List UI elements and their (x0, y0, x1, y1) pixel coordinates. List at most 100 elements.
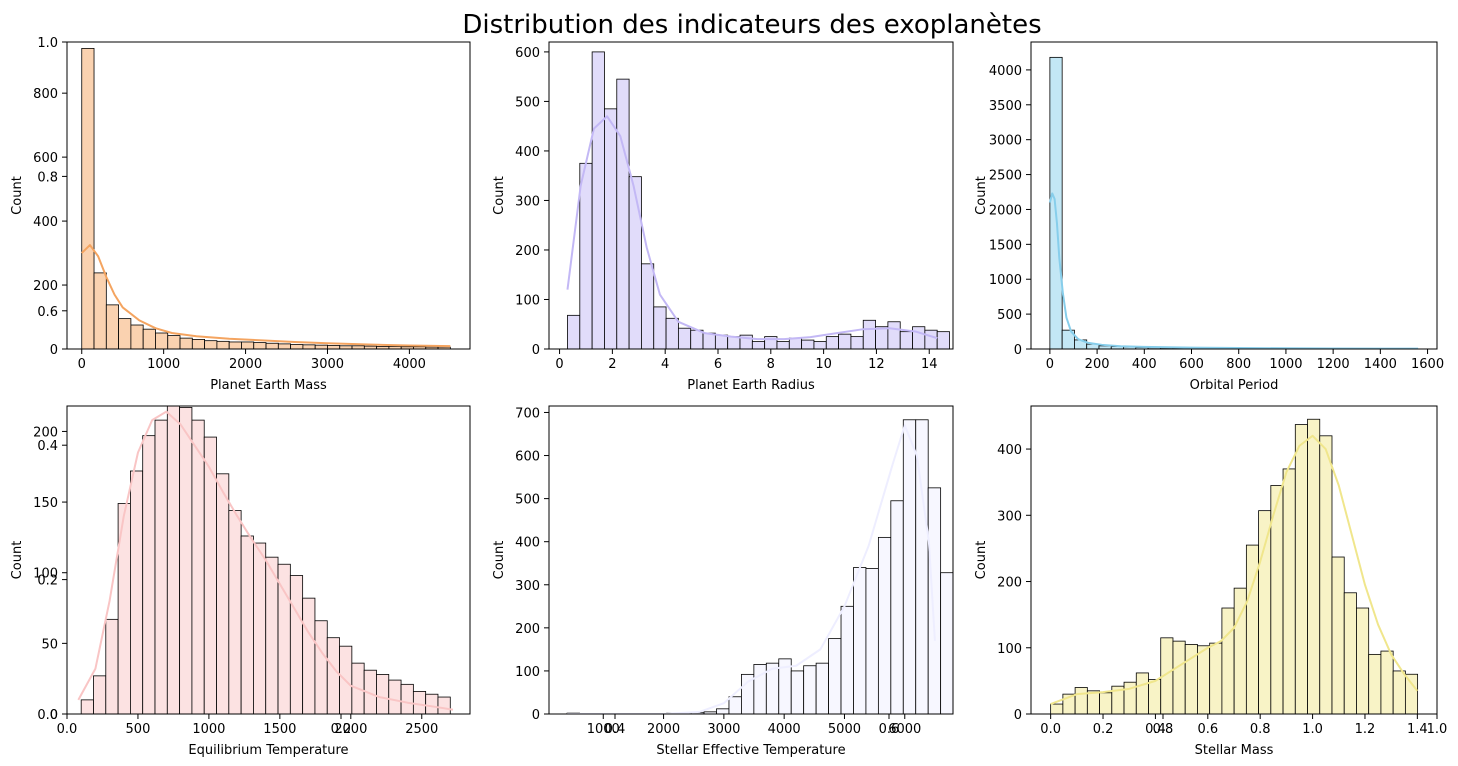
y-tick-label: 400 (515, 145, 540, 160)
histogram-bar (81, 47, 95, 349)
kde-line (1048, 192, 1419, 349)
ghost-x-tick-label: 0.6 (879, 722, 900, 737)
x-axis-label: Stellar Mass (1195, 743, 1274, 758)
histogram-bar (838, 333, 852, 349)
histogram-bar (1319, 435, 1333, 714)
histogram-bar (803, 665, 817, 714)
histogram-panel: 0 200 400 600 800 1000 1200 1400 1600 0 500 1000 150… (974, 41, 1444, 393)
histogram-bar (899, 331, 913, 349)
axes-frame (548, 41, 954, 350)
x-axis-label: Stellar Effective Temperature (656, 743, 845, 758)
histogram-bar (825, 336, 839, 349)
y-tick-label: 0 (50, 708, 58, 723)
ghost-x-tick-label: 0.8 (1153, 722, 1174, 737)
histogram-bar (314, 344, 328, 349)
histogram-bar (1282, 468, 1296, 714)
x-tick-label: 2000 (334, 722, 367, 737)
histogram-panel: 1000 2000 3000 4000 5000 6000 0 100 200 300 400 500… (492, 405, 954, 758)
x-tick-label: 600 (1179, 357, 1204, 372)
histogram-bar (118, 318, 132, 349)
histogram-bar (927, 487, 942, 714)
y-axis-label: Count (10, 176, 25, 215)
kde-line (81, 244, 451, 348)
histogram-bar (1148, 679, 1162, 714)
x-axis-label: Planet Earth Radius (687, 378, 815, 393)
histogram-bar (1258, 510, 1272, 714)
y-tick-label: 300 (997, 509, 1022, 524)
histogram-bar (80, 699, 94, 714)
histogram-bar (1294, 424, 1308, 714)
histogram-bar (665, 317, 679, 349)
histogram-bar (702, 332, 716, 349)
y-axis-label: Count (10, 541, 25, 580)
histogram-bar (1221, 607, 1235, 714)
y-tick-label: 400 (997, 443, 1022, 458)
histogram-bar (228, 341, 242, 349)
histogram-bar (790, 670, 805, 714)
y-tick-label: 0 (1014, 343, 1022, 358)
x-tick-label: 4000 (393, 357, 426, 372)
y-tick-label: 200 (515, 244, 540, 259)
histogram-bar (924, 329, 938, 349)
histogram-bar (425, 693, 439, 714)
histogram-bar (1074, 687, 1088, 714)
histogram-panel: 500 1000 1500 2000 2500 0 50 100 150 200 Equilibri… (10, 405, 471, 758)
y-tick-label: 1500 (989, 238, 1022, 253)
x-tick-label: 1000 (1269, 357, 1302, 372)
x-tick-label: 1.2 (1355, 722, 1376, 737)
x-tick-label: 1600 (1411, 357, 1444, 372)
histogram-bar (567, 314, 581, 349)
histogram-bar (628, 176, 642, 349)
x-tick-label: 1500 (263, 722, 296, 737)
histogram-bar (314, 620, 328, 714)
histogram-bar (240, 535, 254, 714)
x-tick-label: 2000 (647, 722, 680, 737)
ghost-y-tick-label: 0.0 (37, 708, 58, 723)
x-tick-label: 2000 (229, 357, 262, 372)
x-axis-label: Orbital Period (1190, 378, 1279, 393)
y-tick-label: 100 (515, 665, 540, 680)
histogram-bar (1172, 640, 1186, 714)
y-tick-label: 100 (33, 567, 58, 582)
x-tick-label: 0 (555, 357, 563, 372)
x-tick-label: 0.0 (1040, 722, 1061, 737)
histogram-bar (105, 304, 120, 349)
histogram-panel: 0 2 4 6 8 10 12 14 0 100 200 300 400 500 600 Planet Ear… (492, 41, 954, 393)
histogram-bar (1356, 607, 1370, 714)
histogram-bar (1331, 556, 1345, 714)
histogram-bar (1343, 592, 1357, 714)
y-tick-label: 50 (41, 637, 58, 652)
ghost-x-tick-label: 0.0 (57, 722, 78, 737)
histogram-bar (727, 336, 741, 349)
histogram-bar (902, 419, 917, 714)
histogram-bars (566, 419, 953, 714)
histogram-bar (776, 341, 790, 349)
histogram-bar (142, 435, 156, 714)
x-tick-label: 1.0 (1302, 722, 1323, 737)
kde-line (1050, 434, 1419, 705)
y-tick-label: 0 (50, 343, 58, 358)
x-tick-label: 10 (815, 357, 832, 372)
x-tick-label: 5000 (828, 722, 861, 737)
histogram-bar (204, 340, 218, 349)
histogram-bar (241, 341, 255, 349)
histogram-bar (265, 556, 279, 714)
histogram-bar (1099, 692, 1113, 714)
x-tick-label: 4 (661, 357, 669, 372)
histogram-bar (788, 337, 803, 349)
histogram-bar (653, 306, 667, 349)
histogram-bar (265, 342, 279, 349)
histogram-bar (191, 339, 206, 349)
histogram-bar (302, 597, 316, 714)
y-tick-label: 500 (997, 308, 1022, 323)
y-tick-label: 600 (515, 450, 540, 465)
histogram-bar (875, 326, 889, 349)
histogram-bar (1380, 650, 1394, 714)
histogram-bar (641, 263, 655, 349)
y-tick-label: 2500 (989, 169, 1022, 184)
y-tick-label: 200 (997, 576, 1022, 591)
x-tick-label: 2500 (405, 722, 438, 737)
ghost-y-tick-label: 1.0 (37, 36, 58, 51)
histogram-bar (877, 536, 892, 714)
